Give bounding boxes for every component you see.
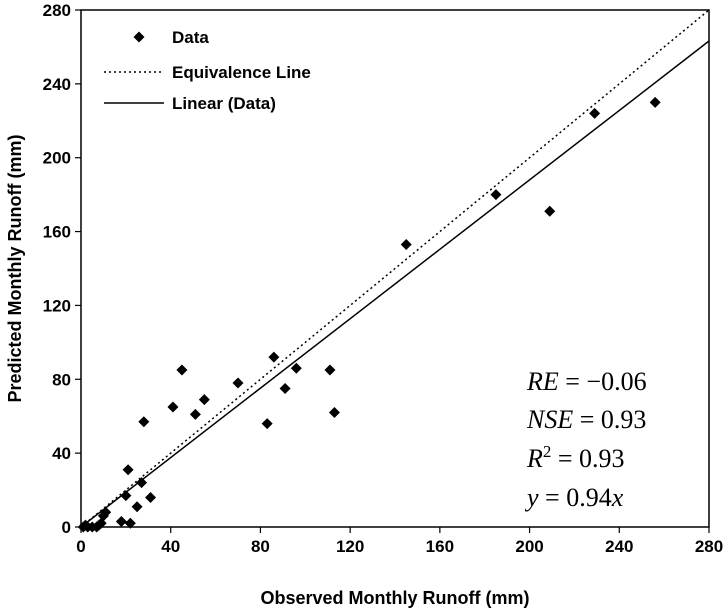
y-tick-label: 280 [43,1,71,20]
y-tick-label: 0 [62,518,71,537]
x-tick-label: 0 [76,537,85,556]
data-point [176,365,187,376]
legend-label: Data [172,28,209,47]
data-point [123,464,134,475]
data-point [132,501,143,512]
y-tick-label: 240 [43,75,71,94]
x-tick-label: 120 [336,537,364,556]
data-point [329,407,340,418]
data-point [490,189,501,200]
data-point [280,383,291,394]
stat-line: R2 = 0.93 [526,442,625,473]
x-tick-label: 200 [515,537,543,556]
data-point [544,206,555,217]
data-point [401,239,412,250]
y-tick-label: 200 [43,149,71,168]
x-tick-label: 80 [251,537,270,556]
x-tick-label: 160 [426,537,454,556]
y-axis: 0 40 80 120 160 200 240 280 [43,1,81,537]
data-point [650,97,661,108]
y-axis-title: Predicted Monthly Runoff (mm) [5,135,25,403]
data-point [268,352,279,363]
data-point [291,363,302,374]
x-tick-label: 280 [695,537,723,556]
x-axis: 0 40 80 120 160 200 240 280 [76,527,723,556]
data-point [145,492,156,503]
stat-line: RE = −0.06 [526,367,647,396]
data-point [120,490,131,501]
data-point [116,516,127,527]
data-point [167,401,178,412]
y-tick-label: 160 [43,223,71,242]
x-tick-label: 240 [605,537,633,556]
stat-line: y = 0.94x [524,483,624,512]
legend-label: Linear (Data) [172,94,276,113]
legend: Data Equivalence Line Linear (Data) [104,28,311,113]
data-point [190,409,201,420]
legend-marker-diamond [134,32,145,43]
data-point [324,365,335,376]
data-point [199,394,210,405]
y-tick-label: 40 [52,444,71,463]
stat-line: NSE = 0.93 [526,405,646,434]
legend-label: Equivalence Line [172,63,311,82]
data-point [136,477,147,488]
statistics-annotation: RE = −0.06 NSE = 0.93 R2 = 0.93 y = 0.94x [524,367,647,512]
x-tick-label: 40 [161,537,180,556]
data-point [589,108,600,119]
data-point [233,377,244,388]
y-tick-label: 120 [43,296,71,315]
data-point [138,416,149,427]
data-point [262,418,273,429]
x-axis-title: Observed Monthly Runoff (mm) [261,588,530,608]
y-tick-label: 80 [52,370,71,389]
